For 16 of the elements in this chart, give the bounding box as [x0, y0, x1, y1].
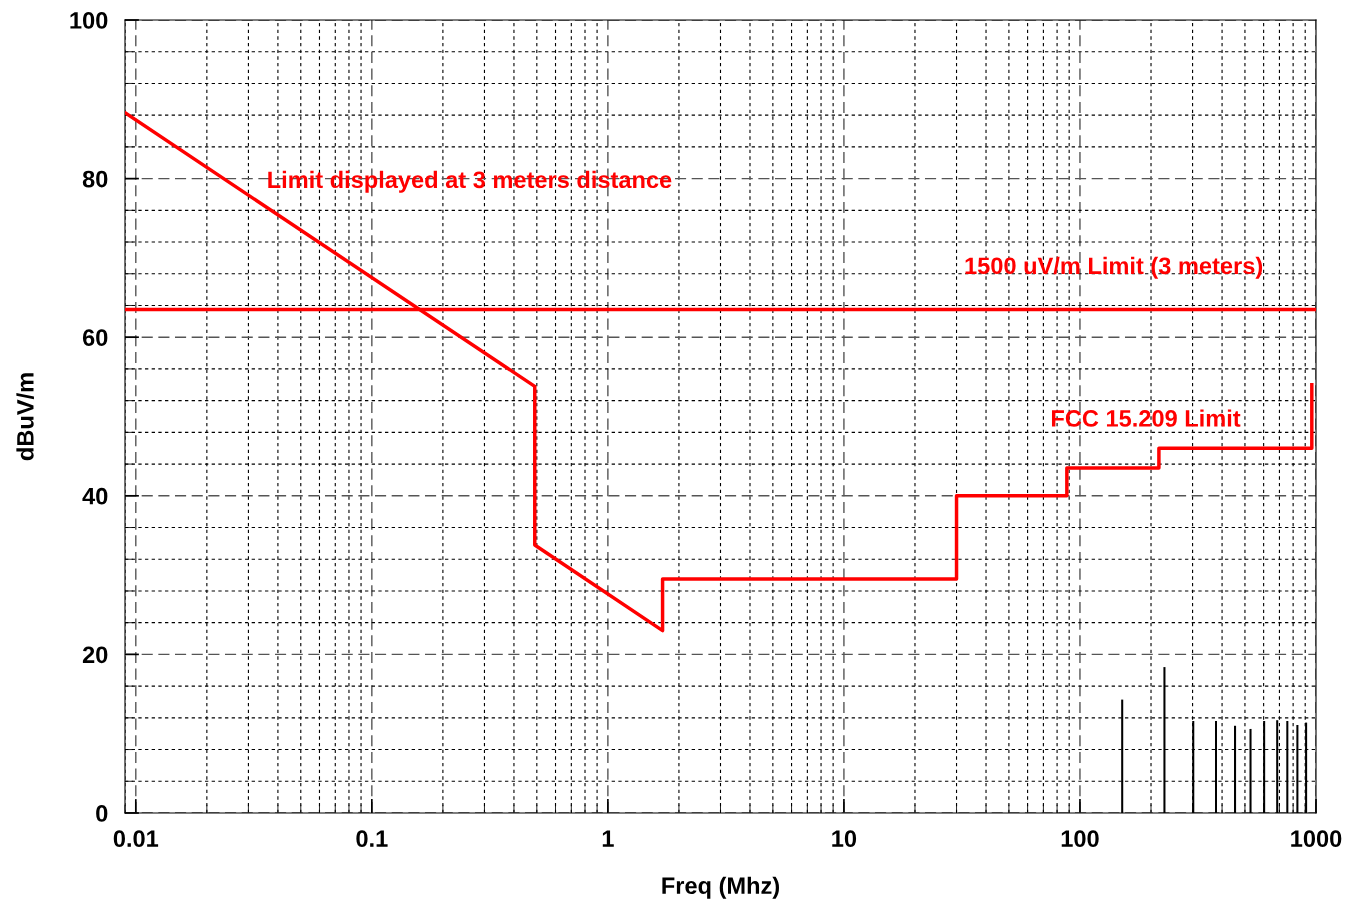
- y-axis-title: dBuV/m: [16, 373, 34, 461]
- x-tick-label: 100: [1061, 830, 1099, 848]
- y-tick-label: 80: [82, 170, 108, 188]
- y-tick-label: 40: [82, 487, 108, 505]
- ref-line-label: 1500 uV/m Limit (3 meters): [965, 256, 1263, 279]
- x-tick-label: 1000: [1291, 830, 1342, 848]
- x-tick-label: 1: [602, 830, 614, 847]
- y-tick-label: 20: [82, 646, 108, 664]
- y-tick-label: 100: [70, 12, 108, 29]
- x-axis-title: Freq (Mhz): [662, 876, 779, 899]
- annotation: FCC 15.209 Limit: [1051, 409, 1241, 427]
- y-tick-label: 60: [82, 329, 108, 346]
- x-tick-label: 0.01: [113, 830, 159, 848]
- x-tick-label: 10: [832, 830, 857, 848]
- y-tick-label: 0: [96, 805, 108, 822]
- x-tick-label: 0.1: [356, 830, 388, 848]
